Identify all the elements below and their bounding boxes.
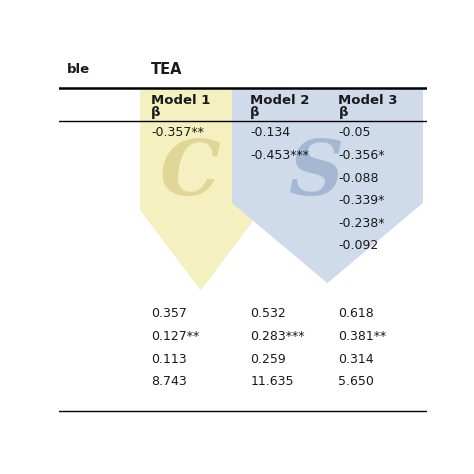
Text: β: β: [338, 106, 348, 119]
Text: -0.453***: -0.453***: [250, 149, 309, 162]
Text: 8.743: 8.743: [151, 375, 187, 388]
Polygon shape: [140, 88, 261, 291]
Text: 0.357: 0.357: [151, 307, 187, 320]
Text: -0.088: -0.088: [338, 172, 379, 184]
Text: C: C: [159, 137, 220, 210]
Text: 0.113: 0.113: [151, 353, 187, 365]
Text: -0.238*: -0.238*: [338, 217, 385, 230]
Text: β: β: [151, 106, 161, 119]
Text: -0.134: -0.134: [250, 126, 291, 139]
Text: 0.532: 0.532: [250, 307, 286, 320]
Text: 0.259: 0.259: [250, 353, 286, 365]
Text: 0.381**: 0.381**: [338, 330, 387, 343]
Text: -0.357**: -0.357**: [151, 126, 204, 139]
Text: Model 1: Model 1: [151, 94, 210, 107]
Text: Model 2: Model 2: [250, 94, 310, 107]
Text: -0.356*: -0.356*: [338, 149, 385, 162]
Text: 0.127**: 0.127**: [151, 330, 200, 343]
Text: S: S: [289, 137, 344, 210]
Text: 11.635: 11.635: [250, 375, 294, 388]
Text: TEA: TEA: [151, 62, 182, 77]
Text: 0.314: 0.314: [338, 353, 374, 365]
Text: β: β: [250, 106, 260, 119]
Text: -0.05: -0.05: [338, 126, 371, 139]
Text: 0.618: 0.618: [338, 307, 374, 320]
Text: Model 3: Model 3: [338, 94, 398, 107]
Polygon shape: [232, 88, 423, 283]
Text: ble: ble: [66, 63, 90, 76]
Text: 5.650: 5.650: [338, 375, 374, 388]
Text: -0.092: -0.092: [338, 239, 379, 253]
Text: 0.283***: 0.283***: [250, 330, 305, 343]
Text: -0.339*: -0.339*: [338, 194, 385, 207]
